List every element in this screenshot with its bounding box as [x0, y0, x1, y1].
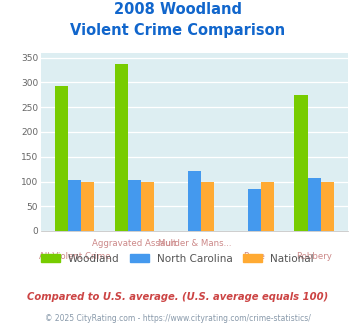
Text: Aggravated Assault: Aggravated Assault — [92, 239, 177, 248]
Bar — [55, 86, 68, 231]
Bar — [141, 182, 154, 231]
Bar — [201, 182, 214, 231]
Text: Robbery: Robbery — [296, 252, 332, 261]
Bar — [307, 178, 321, 231]
Text: Compared to U.S. average. (U.S. average equals 100): Compared to U.S. average. (U.S. average … — [27, 292, 328, 302]
Bar — [128, 180, 141, 231]
Text: All Violent Crime: All Violent Crime — [39, 252, 110, 261]
Bar — [188, 171, 201, 231]
Bar — [261, 182, 274, 231]
Text: © 2025 CityRating.com - https://www.cityrating.com/crime-statistics/: © 2025 CityRating.com - https://www.city… — [45, 314, 310, 323]
Bar — [248, 189, 261, 231]
Text: Rape: Rape — [243, 252, 265, 261]
Bar — [68, 180, 81, 231]
Text: Murder & Mans...: Murder & Mans... — [158, 239, 231, 248]
Bar — [321, 182, 334, 231]
Text: 2008 Woodland: 2008 Woodland — [114, 2, 241, 16]
Bar — [294, 95, 307, 231]
Text: Violent Crime Comparison: Violent Crime Comparison — [70, 23, 285, 38]
Bar — [115, 64, 128, 231]
Bar — [81, 182, 94, 231]
Legend: Woodland, North Carolina, National: Woodland, North Carolina, National — [41, 254, 314, 264]
